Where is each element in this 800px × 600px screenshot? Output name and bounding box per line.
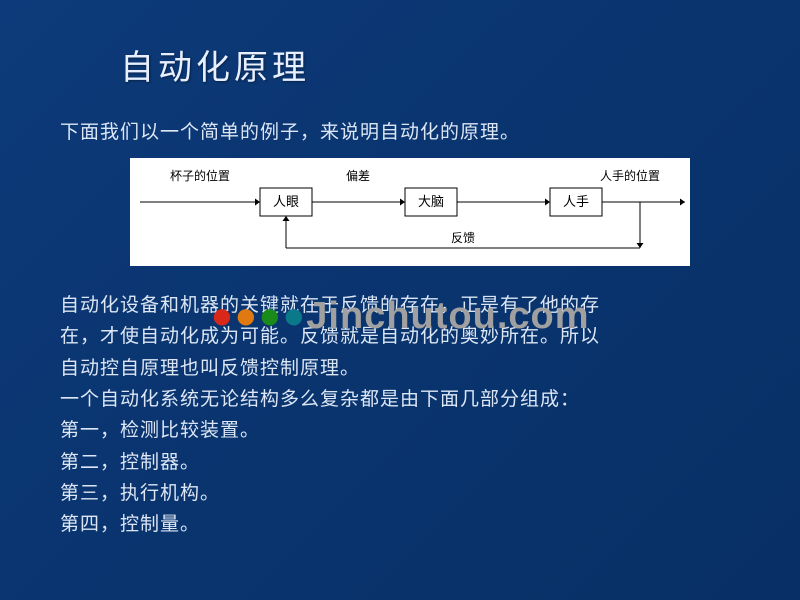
body-line: 第三，执行机构。 xyxy=(60,483,220,504)
body-line: 自动控自原理也叫反馈控制原理。 xyxy=(60,358,360,379)
svg-text:人手: 人手 xyxy=(563,194,589,209)
body-line: 第四，控制量。 xyxy=(60,514,200,535)
slide-container: 自动化原理 下面我们以一个简单的例子，来说明自动化的原理。 人眼 大脑 人手 杯子的位… xyxy=(0,0,800,600)
page-title: 自动化原理 xyxy=(120,40,740,89)
svg-text:人手的位置: 人手的位置 xyxy=(600,168,660,183)
svg-text:杯子的位置: 杯子的位置 xyxy=(170,168,230,183)
body-line: 第二，控制器。 xyxy=(60,452,200,473)
body-line: 自动化设备和机器的关键就在于反馈的存在，正是有了他的存 xyxy=(60,295,600,316)
svg-text:大脑: 大脑 xyxy=(418,194,444,209)
flowchart-diagram: 人眼 大脑 人手 杯子的位置 偏差 人手的位置反馈 xyxy=(130,158,690,266)
body-paragraph: 自动化设备和机器的关键就在于反馈的存在，正是有了他的存在，才使自动化成为可能。反… xyxy=(60,290,740,541)
svg-text:人眼: 人眼 xyxy=(273,194,299,209)
body-line: 一个自动化系统无论结构多么复杂都是由下面几部分组成： xyxy=(60,389,580,410)
body-line: 在，才使自动化成为可能。反馈就是自动化的奥妙所在。所以 xyxy=(60,326,600,347)
flowchart-svg: 人眼 大脑 人手 杯子的位置 偏差 人手的位置反馈 xyxy=(130,158,690,266)
svg-text:反馈: 反馈 xyxy=(451,231,475,245)
svg-text:偏差: 偏差 xyxy=(346,168,370,183)
intro-text: 下面我们以一个简单的例子，来说明自动化的原理。 xyxy=(60,117,740,144)
body-line: 第一，检测比较装置。 xyxy=(60,420,260,441)
